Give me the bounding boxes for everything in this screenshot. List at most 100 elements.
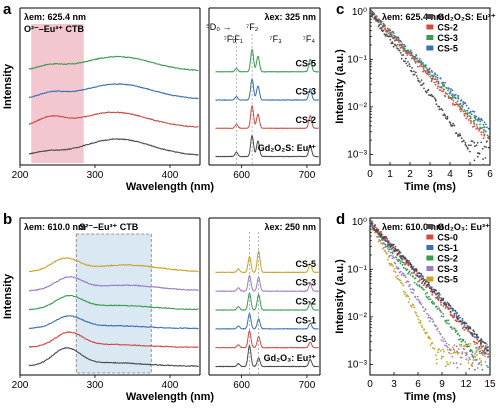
decay-point xyxy=(413,70,415,73)
decay-point xyxy=(470,350,473,352)
decay-point xyxy=(475,359,478,361)
decay-point xyxy=(486,364,488,367)
decay-point xyxy=(433,347,436,350)
decay-point xyxy=(428,295,430,298)
x-tick-label: 2 xyxy=(407,169,413,180)
decay-point xyxy=(473,159,476,162)
decay-point xyxy=(483,133,486,136)
decay-point xyxy=(419,81,421,83)
decay-point xyxy=(407,261,409,263)
decay-point xyxy=(393,267,396,270)
decay-point xyxy=(476,338,479,341)
decay-point xyxy=(409,54,412,57)
decay-point xyxy=(405,51,408,53)
decay-point xyxy=(387,246,390,248)
decay-point xyxy=(466,324,469,327)
decay-point xyxy=(402,266,405,269)
decay-point xyxy=(484,342,487,345)
decay-point xyxy=(471,140,474,143)
decay-series xyxy=(369,222,489,368)
decay-point xyxy=(427,283,429,286)
emission-curve xyxy=(215,250,319,274)
decay-point xyxy=(484,353,486,355)
decay-point xyxy=(381,26,384,29)
decay-point xyxy=(404,45,407,48)
decay-point xyxy=(462,338,465,341)
excitation-curve xyxy=(28,347,199,368)
decay-point xyxy=(446,322,448,325)
decay-point xyxy=(447,302,450,305)
decay-point xyxy=(452,362,455,364)
series-label: CS-0 xyxy=(295,334,316,344)
decay-point xyxy=(431,71,434,73)
decay-point xyxy=(454,97,457,100)
decay-point xyxy=(435,80,438,83)
decay-point xyxy=(443,302,446,304)
decay-point xyxy=(392,265,394,267)
x-tick-label: 700 xyxy=(299,380,316,391)
decay-point xyxy=(480,141,483,144)
decay-point xyxy=(481,147,484,150)
decay-point xyxy=(384,240,387,242)
decay-point xyxy=(472,359,475,361)
decay-point xyxy=(417,299,420,301)
decay-point xyxy=(465,117,467,120)
decay-point xyxy=(373,225,376,227)
decay-point xyxy=(473,125,476,127)
decay-point xyxy=(392,32,395,34)
decay-point xyxy=(395,249,398,251)
decay-point xyxy=(455,314,458,316)
decay-point xyxy=(456,333,459,336)
decay-point xyxy=(473,141,476,144)
decay-point xyxy=(434,324,437,327)
decay-point xyxy=(391,263,393,266)
series-label: CS-5 xyxy=(295,58,316,68)
decay-point xyxy=(422,82,425,85)
decay-point xyxy=(416,274,418,277)
legend-swatch xyxy=(426,266,434,271)
decay-point xyxy=(380,236,382,239)
decay-point xyxy=(422,276,425,278)
decay-point xyxy=(378,233,381,235)
decay-point xyxy=(444,344,446,347)
decay-point xyxy=(445,319,447,322)
decay-point xyxy=(403,47,405,50)
decay-point xyxy=(450,94,453,97)
decay-point xyxy=(414,277,417,280)
decay-point xyxy=(423,310,425,313)
decay-point xyxy=(398,41,400,43)
decay-point xyxy=(471,365,474,367)
decay-point xyxy=(436,78,439,81)
decay-point xyxy=(456,350,458,353)
decay-point xyxy=(419,65,421,68)
decay-point xyxy=(465,326,468,329)
decay-point xyxy=(478,352,481,355)
decay-point xyxy=(483,348,486,351)
decay-point xyxy=(442,88,445,91)
decay-point xyxy=(418,275,421,277)
decay-point xyxy=(436,74,439,77)
decay-point xyxy=(459,99,462,102)
decay-point xyxy=(399,270,402,273)
decay-point xyxy=(435,362,438,365)
series-label: CS-2 xyxy=(295,115,316,125)
decay-point xyxy=(400,57,403,60)
panel-letter: b xyxy=(3,211,12,228)
decay-point xyxy=(384,250,387,253)
decay-point xyxy=(429,75,431,78)
decay-point xyxy=(420,84,422,87)
decay-point xyxy=(406,54,409,56)
decay-point xyxy=(373,18,376,20)
decay-point xyxy=(430,93,433,96)
decay-point xyxy=(428,73,431,75)
x-tick-label: 6 xyxy=(487,169,493,180)
decay-point xyxy=(380,20,382,23)
decay-point xyxy=(458,351,460,354)
decay-point xyxy=(460,345,462,347)
decay-point xyxy=(431,293,434,296)
decay-point xyxy=(418,58,421,60)
decay-point xyxy=(479,120,482,123)
decay-point xyxy=(424,308,427,311)
decay-series xyxy=(369,219,489,352)
legend-label: CS-2 xyxy=(437,23,458,33)
